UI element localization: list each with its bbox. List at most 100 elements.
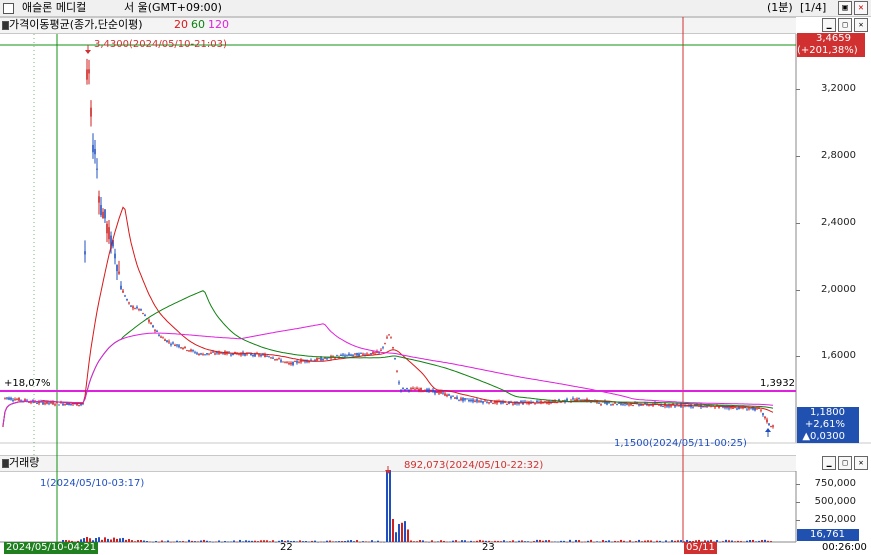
candle-body [754, 407, 756, 411]
candle-body [748, 408, 750, 410]
candle-body [398, 382, 400, 384]
interval-label[interactable]: (1분) [767, 1, 793, 14]
candle-body [616, 403, 618, 405]
price-panel-header: 가격이동평균(종가,단순이평) 20 60 120 [0, 17, 796, 34]
candle-body [386, 337, 388, 339]
candle-body [116, 265, 118, 272]
volume-bar [518, 540, 520, 542]
volume-tick-mark [796, 502, 800, 503]
candle-body [20, 399, 22, 401]
volume-tick-mark [796, 520, 800, 521]
candle-body [92, 144, 94, 153]
candle-body [80, 404, 82, 406]
candle-body [292, 361, 294, 365]
volume-bar [533, 541, 535, 542]
candle-body [392, 347, 394, 349]
volume-bar [401, 522, 403, 542]
candle-body [726, 406, 728, 408]
candle-body [418, 389, 420, 391]
volume-handle-icon[interactable] [2, 459, 9, 468]
candle-body [540, 401, 542, 403]
volume-bar [617, 541, 619, 542]
candle-body [354, 353, 356, 355]
volume-bar [467, 541, 469, 543]
candle-body [412, 388, 414, 390]
candle-body [140, 309, 142, 311]
candle-body [658, 404, 660, 406]
volume-bar [455, 540, 457, 542]
candle-body [44, 403, 46, 405]
volume-bar [251, 540, 253, 542]
volume-tick-label: 500,000 [814, 496, 856, 507]
volume-bar [125, 539, 127, 542]
volume-bar [344, 540, 346, 542]
volume-bar [548, 540, 550, 542]
candle-body [138, 308, 140, 310]
volume-bar [365, 541, 367, 542]
volume-bar [266, 540, 268, 542]
volume-bar [452, 540, 454, 542]
candle-body [18, 398, 20, 401]
volume-bar [299, 540, 301, 542]
candle-body [212, 351, 214, 353]
volume-close-icon[interactable]: ✕ [854, 456, 868, 470]
volume-bar [758, 540, 760, 542]
candle-body [456, 397, 458, 400]
candle-body [444, 393, 446, 396]
candle-body [636, 402, 638, 404]
volume-minimize-icon[interactable]: ▁ [822, 456, 836, 470]
candle-body [236, 353, 238, 355]
current-price-value: 1,1800 [810, 407, 845, 418]
candle-body [28, 401, 30, 403]
candle-body [112, 239, 114, 247]
volume-bar [695, 540, 697, 542]
candle-body [662, 406, 664, 408]
volume-panel-header: 거래량 [0, 455, 796, 472]
candle-body [258, 354, 260, 356]
volume-bar [173, 541, 175, 543]
candle-body [182, 348, 184, 350]
volume-bar [92, 540, 94, 542]
volume-bar [476, 540, 478, 542]
volume-bar [338, 541, 340, 542]
volume-bar [584, 541, 586, 543]
volume-bar [761, 540, 763, 542]
volume-bar [119, 538, 121, 542]
window-restore-icon[interactable]: ▣ [838, 1, 852, 15]
candle-body [340, 355, 342, 357]
candle-body [152, 325, 154, 328]
candle-body [498, 401, 500, 403]
volume-bar [551, 541, 553, 543]
panel-handle-icon[interactable] [2, 21, 9, 30]
candle-body [60, 402, 62, 404]
candle-body [464, 398, 466, 400]
candle-body [70, 403, 72, 405]
candle-body [266, 355, 268, 357]
candle-body [320, 357, 322, 361]
candle-body [122, 290, 124, 293]
candle-body [536, 401, 538, 403]
panel-maximize-icon[interactable]: □ [838, 18, 852, 32]
volume-bar [188, 539, 190, 542]
volume-bar [665, 540, 667, 542]
volume-bar [767, 540, 769, 542]
volume-bar [95, 538, 97, 542]
volume-bar [302, 541, 304, 542]
panel-minimize-icon[interactable]: ▁ [822, 18, 836, 32]
candle-body [558, 399, 560, 401]
window-close-icon[interactable]: ✕ [854, 1, 868, 15]
y-tick-mark [796, 223, 800, 224]
level-line-left-label: +18,07% [4, 378, 51, 389]
link-checkbox[interactable] [3, 3, 14, 14]
candle-body [288, 363, 290, 365]
volume-bar [185, 541, 187, 543]
candle-body [6, 397, 8, 399]
volume-maximize-icon[interactable]: □ [838, 456, 852, 470]
candle-body [252, 354, 254, 356]
panel-close-icon[interactable]: ✕ [854, 18, 868, 32]
candle-body [110, 235, 112, 249]
candle-body [64, 404, 66, 406]
volume-bar [359, 541, 361, 543]
candle-body [194, 352, 196, 354]
